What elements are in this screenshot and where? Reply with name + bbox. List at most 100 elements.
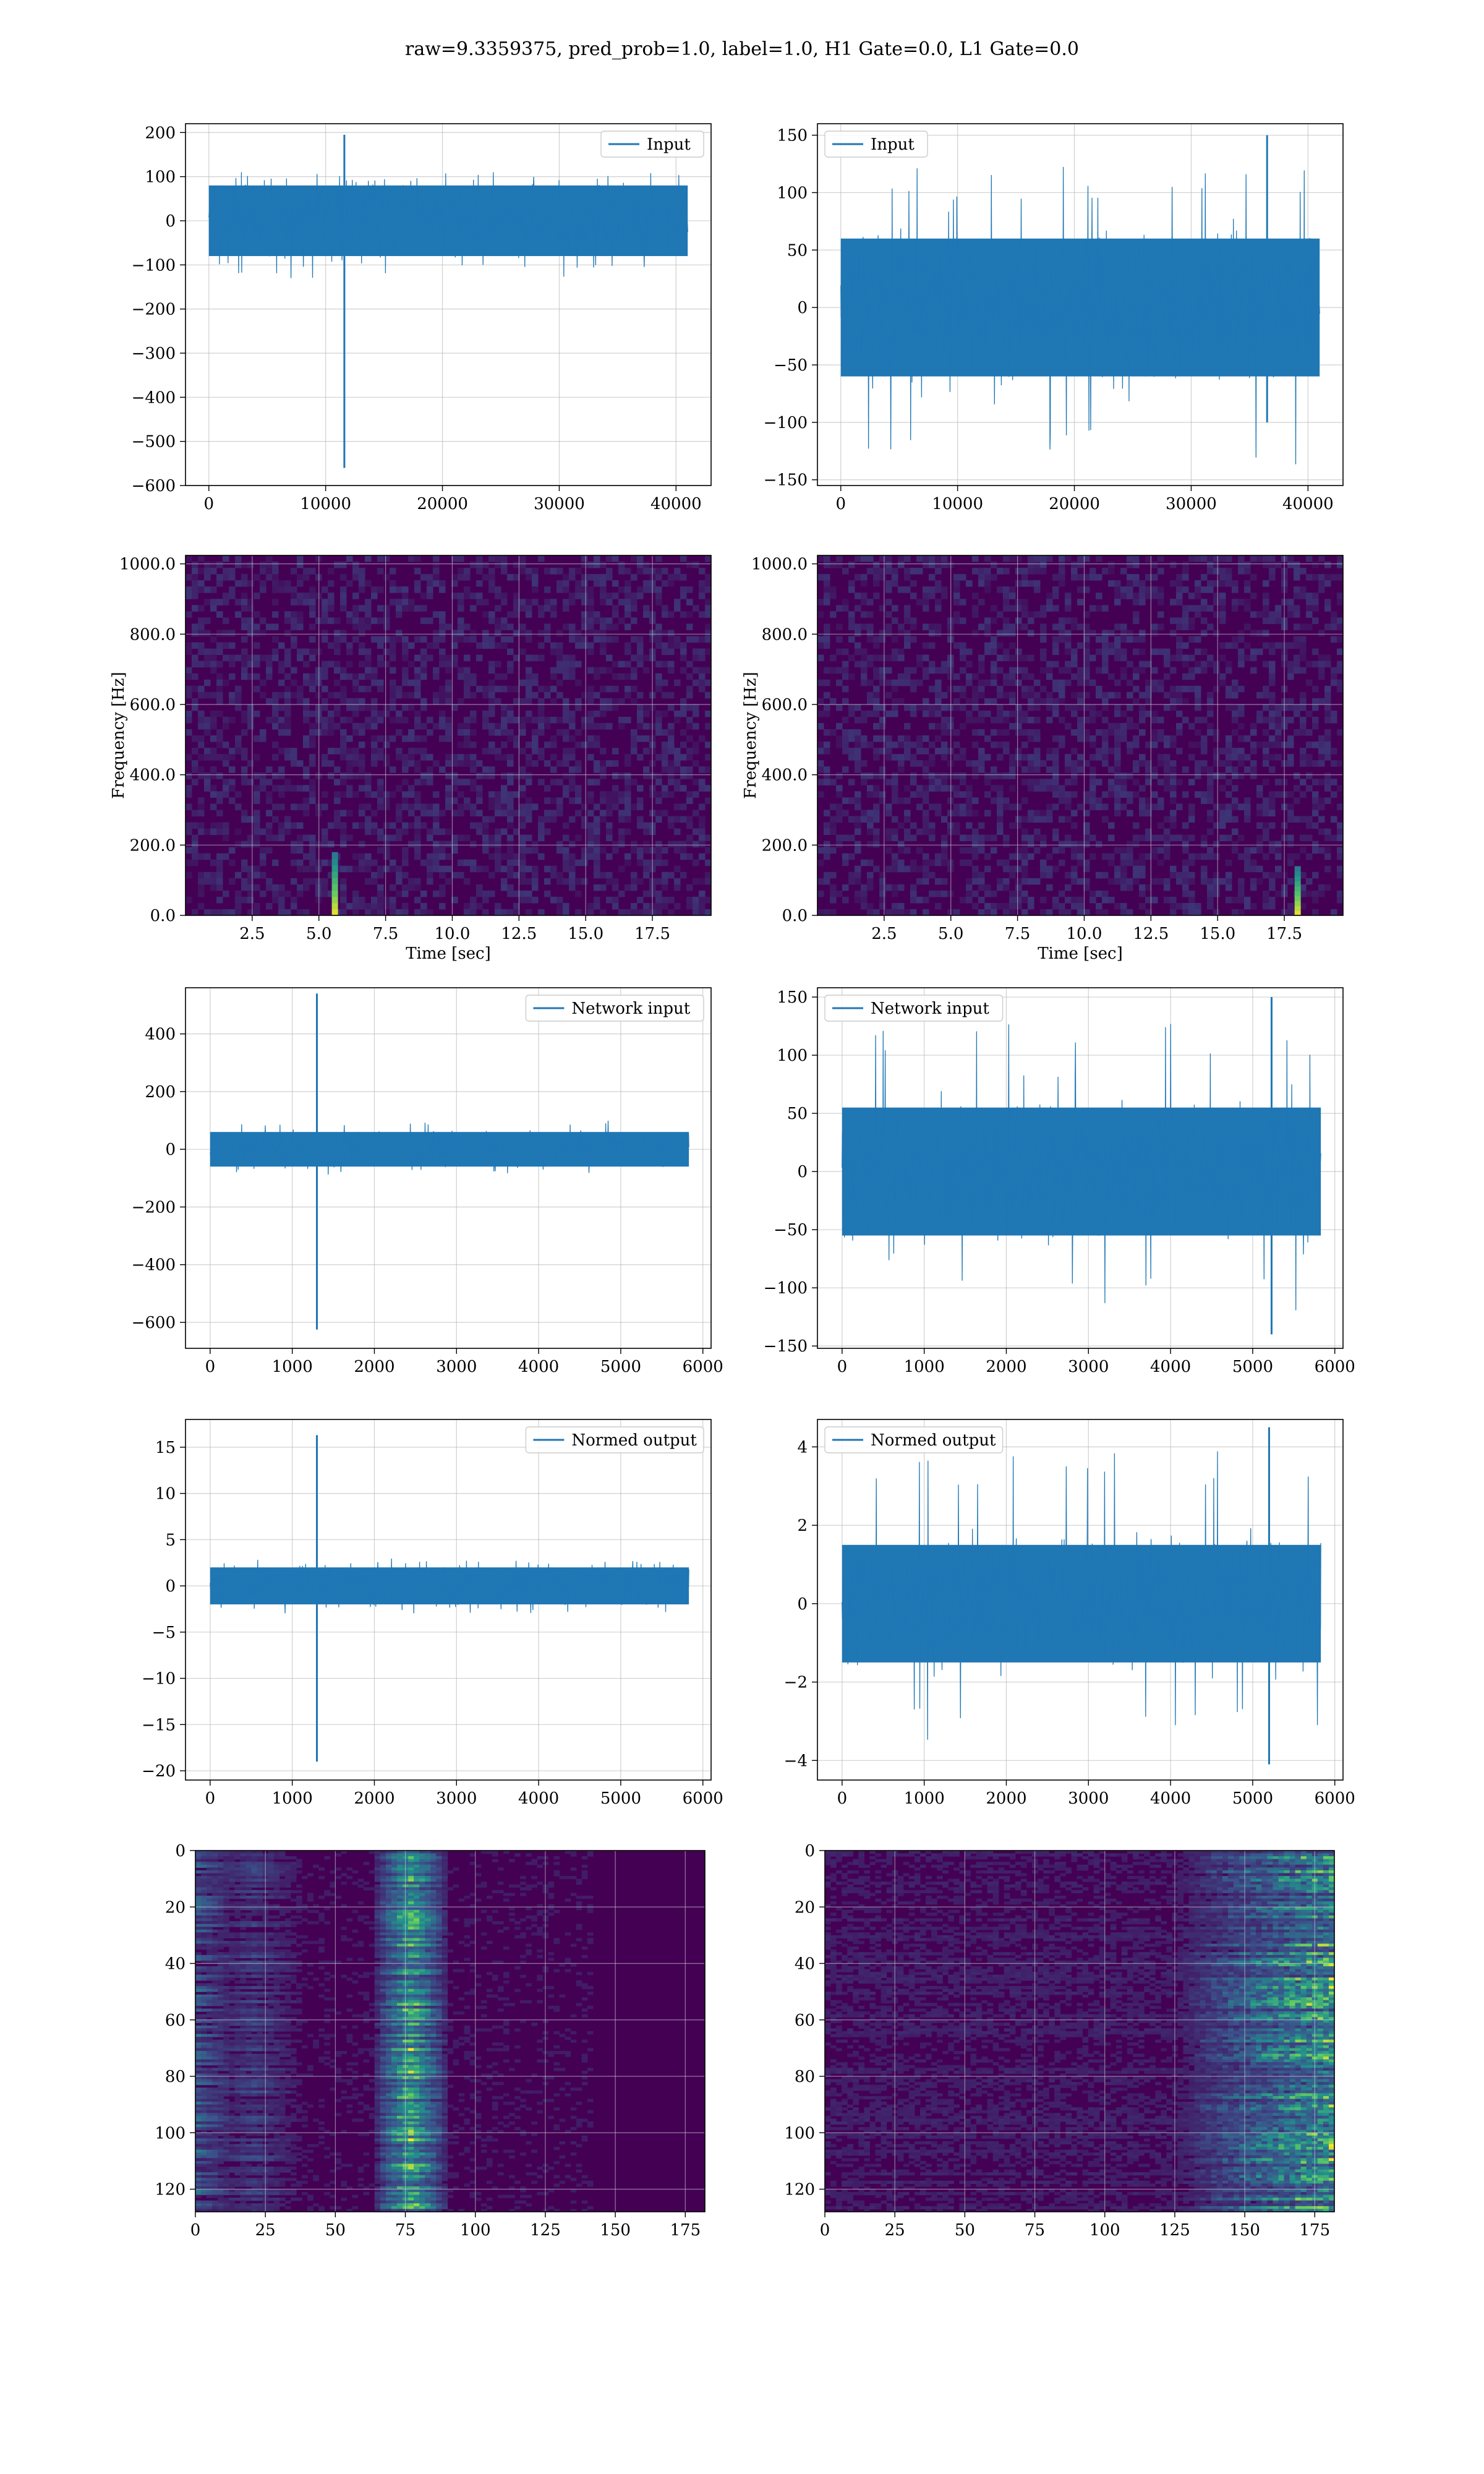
spectrogram-cell [247, 884, 254, 891]
spectrogram-cell [662, 568, 668, 575]
spectrogram-cell [1009, 760, 1016, 767]
spectrogram-cell [538, 642, 545, 649]
feature-map-cell [284, 1856, 291, 1860]
spectrogram-cell [451, 841, 458, 848]
spectrogram-cell [495, 562, 501, 568]
spectrogram-cell [1028, 685, 1034, 693]
spectrogram-cell [1028, 729, 1034, 736]
spectrogram-cell [519, 847, 526, 854]
spectrogram-cell [1028, 834, 1034, 842]
spectrogram-cell [1312, 742, 1319, 748]
spectrogram-cell [1182, 562, 1189, 568]
spectrogram-cell [941, 779, 948, 785]
spectrogram-cell [1102, 667, 1109, 674]
spectrogram-cell [254, 902, 260, 910]
spectrogram-cell [842, 748, 849, 755]
spectrogram-cell [476, 773, 483, 779]
spectrogram-cell [377, 605, 384, 612]
spectrogram-cell [923, 865, 929, 873]
spectrogram-cell [1120, 636, 1127, 643]
spectrogram-cell [1090, 754, 1096, 761]
spectrogram-cell [1164, 735, 1171, 742]
spectrogram-cell [1102, 642, 1109, 649]
spectrogram-cell [637, 735, 644, 742]
spectrogram-cell [1294, 853, 1300, 860]
spectrogram-cell [501, 673, 508, 680]
spectrogram-cell [575, 679, 582, 687]
spectrogram-cell [538, 704, 545, 711]
spectrogram-cell [1195, 729, 1201, 736]
spectrogram-cell [1065, 884, 1072, 891]
spectrogram-cell [1139, 834, 1146, 842]
spectrogram-cell [705, 785, 712, 792]
spectrogram-cell [817, 679, 824, 687]
spectrogram-cell [1145, 555, 1152, 562]
spectrogram-cell [1256, 841, 1263, 848]
spectrogram-cell [1318, 754, 1325, 761]
spectrogram-cell [563, 748, 569, 755]
spectrogram-cell [402, 642, 409, 649]
spectrogram-cell [439, 685, 446, 693]
spectrogram-cell [359, 586, 365, 593]
spectrogram-cell [953, 828, 960, 836]
spectrogram-cell [1083, 729, 1090, 736]
spectrogram-cell [476, 890, 483, 897]
spectrogram-cell [501, 685, 508, 693]
spectrogram-cell [544, 810, 551, 816]
spectrogram-cell [824, 599, 830, 606]
spectrogram-cell [581, 847, 588, 854]
feature-map-cell [419, 1853, 425, 1857]
spectrogram-cell [1127, 722, 1133, 730]
spectrogram-cell [873, 828, 880, 836]
spectrogram-cell [668, 735, 675, 742]
spectrogram-cell [488, 679, 495, 687]
spectrogram-cell [1250, 654, 1257, 662]
spectrogram-cell [371, 859, 378, 867]
spectrogram-cell [923, 562, 929, 568]
spectrogram-cell [229, 586, 236, 593]
spectrogram-cell [631, 617, 638, 624]
spectrogram-cell [836, 667, 843, 674]
spectrogram-cell [408, 878, 415, 885]
spectrogram-cell [216, 599, 223, 606]
spectrogram-cell [873, 810, 880, 816]
spectrogram-cell [513, 742, 520, 748]
spectrogram-cell [693, 779, 699, 785]
spectrogram-cell [377, 679, 384, 687]
spectrogram-cell [1269, 574, 1276, 581]
spectrogram-cell [1219, 642, 1226, 649]
spectrogram-cell [204, 773, 211, 779]
spectrogram-cell [953, 698, 960, 705]
spectrogram-cell [439, 654, 446, 662]
spectrogram-cell [235, 698, 242, 705]
spectrogram-cell [464, 574, 471, 581]
spectrogram-cell [674, 779, 681, 785]
spectrogram-cell [1300, 722, 1307, 730]
spectrogram-cell [655, 642, 662, 649]
spectrogram-cell [414, 722, 421, 730]
spectrogram-cell [1158, 568, 1164, 575]
spectrogram-cell [359, 574, 365, 581]
spectrogram-cell [272, 884, 279, 891]
spectrogram-cell [309, 754, 316, 761]
spectrogram-cell [340, 841, 347, 848]
spectrogram-cell [1083, 791, 1090, 798]
spectrogram-cell [359, 822, 365, 829]
x-tick-label: 30000 [534, 495, 585, 513]
spectrogram-cell [216, 853, 223, 860]
spectrogram-cell [526, 685, 532, 693]
spectrogram-cell [1324, 748, 1331, 755]
spectrogram-cell [519, 722, 526, 730]
spectrogram-cell [867, 623, 874, 630]
spectrogram-cell [978, 654, 985, 662]
spectrogram-cell [1114, 722, 1121, 730]
spectrogram-cell [1263, 871, 1269, 879]
x-tick-label: 0 [204, 495, 215, 513]
x-axis-label: Time [sec] [406, 944, 491, 963]
spectrogram-cell [904, 574, 911, 581]
spectrogram-cell [1127, 853, 1133, 860]
spectrogram-cell [1170, 735, 1177, 742]
spectrogram-cell [1059, 630, 1065, 636]
spectrogram-cell [867, 816, 874, 823]
spectrogram-cell [910, 859, 917, 867]
